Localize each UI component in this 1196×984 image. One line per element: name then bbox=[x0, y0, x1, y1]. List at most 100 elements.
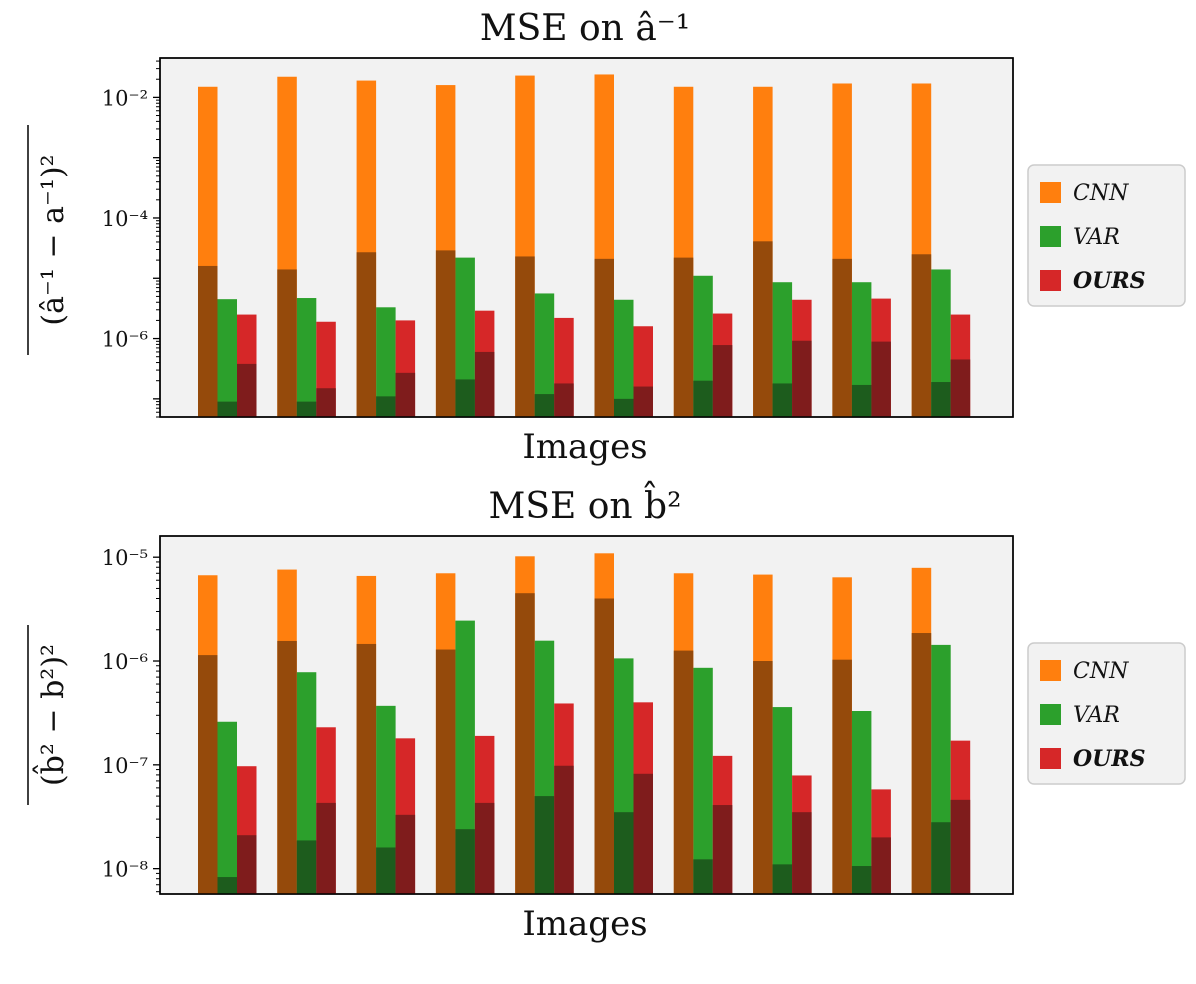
top-bar-overlap-ours-5 bbox=[554, 383, 574, 417]
bottom-bar-overlap-cnn-5 bbox=[515, 593, 535, 894]
bottom-bar-overlap-cnn-1 bbox=[198, 655, 218, 894]
bottom-bar-var-7 bbox=[693, 667, 713, 894]
top-bar-overlap-ours-8 bbox=[792, 340, 812, 417]
top-plot-frame bbox=[159, 57, 1014, 418]
bottom-y-tick-label: 10⁻⁸ bbox=[102, 858, 148, 882]
bottom-bar-overlap-ours-5 bbox=[554, 765, 574, 894]
top-legend-label-cnn: CNN bbox=[1073, 181, 1129, 206]
bottom-y-tick-label: 10⁻⁶ bbox=[102, 650, 148, 674]
bottom-bar-overlap-cnn-2 bbox=[277, 640, 297, 894]
top-bar-var-10 bbox=[931, 269, 951, 417]
top-legend: CNN VAR OURS bbox=[1027, 164, 1186, 307]
bottom-legend-swatch-cnn bbox=[1040, 660, 1061, 681]
bottom-legend-label-cnn: CNN bbox=[1073, 659, 1129, 684]
top-legend-swatch-var bbox=[1040, 226, 1061, 247]
top-bar-overlap-ours-4 bbox=[474, 351, 495, 417]
top-bar-overlap-cnn-8 bbox=[753, 241, 773, 417]
bottom-legend: CNN VAR OURS bbox=[1027, 642, 1186, 785]
bottom-chart-title: MSE on b̂² bbox=[488, 481, 681, 527]
top-bar-overlap-cnn-1 bbox=[198, 265, 218, 417]
bottom-bar-overlap-ours-9 bbox=[871, 837, 891, 894]
bottom-bar-overlap-cnn-8 bbox=[753, 661, 773, 894]
bottom-y-tick-label: 10⁻⁷ bbox=[102, 754, 148, 778]
top-bar-var-8 bbox=[772, 282, 793, 417]
bottom-bars bbox=[198, 553, 971, 894]
top-y-axis-label-group: (â⁻¹ − a⁻¹)² bbox=[27, 125, 71, 355]
bottom-y-tick-label: 10⁻⁵ bbox=[102, 546, 148, 570]
top-bar-overlap-ours-9 bbox=[871, 341, 891, 417]
bottom-bar-overlap-var-5 bbox=[534, 796, 555, 894]
top-bar-var-1 bbox=[217, 299, 237, 417]
bottom-bar-overlap-cnn-6 bbox=[594, 598, 614, 894]
top-y-axis-label: (â⁻¹ − a⁻¹)² bbox=[36, 154, 71, 325]
top-bar-overlap-var-10 bbox=[931, 382, 951, 417]
bottom-legend-swatch-var bbox=[1040, 704, 1061, 725]
bottom-bar-overlap-var-10 bbox=[931, 822, 951, 894]
top-legend-swatch-cnn bbox=[1040, 182, 1061, 203]
bottom-bar-overlap-ours-8 bbox=[792, 812, 812, 894]
top-bar-overlap-ours-2 bbox=[316, 388, 336, 417]
top-bar-overlap-var-2 bbox=[296, 401, 317, 417]
bottom-bar-overlap-cnn-7 bbox=[673, 650, 694, 894]
top-bar-var-9 bbox=[851, 282, 872, 417]
bottom-bar-overlap-var-7 bbox=[693, 859, 713, 894]
top-bar-var-5 bbox=[534, 293, 555, 417]
bottom-plot-frame bbox=[159, 535, 1014, 895]
top-legend-label-var: VAR bbox=[1073, 225, 1120, 250]
top-bar-var-3 bbox=[376, 307, 396, 417]
top-bar-overlap-ours-10 bbox=[950, 359, 971, 417]
top-bar-overlap-cnn-7 bbox=[673, 257, 694, 417]
top-bar-overlap-ours-1 bbox=[237, 363, 257, 417]
top-bar-overlap-var-1 bbox=[217, 401, 237, 417]
top-bar-var-4 bbox=[455, 257, 475, 417]
top-bar-var-6 bbox=[614, 299, 634, 417]
top-bar-overlap-ours-7 bbox=[712, 345, 733, 417]
bottom-bar-var-8 bbox=[772, 707, 793, 894]
top-bar-overlap-cnn-3 bbox=[356, 252, 377, 417]
bottom-legend-label-ours: OURS bbox=[1073, 746, 1146, 772]
top-y-tick-label: 10⁻⁴ bbox=[102, 207, 148, 231]
top-legend-swatch-ours bbox=[1040, 270, 1061, 291]
bottom-legend-box bbox=[1027, 642, 1186, 785]
top-bar-overlap-var-5 bbox=[534, 394, 555, 417]
top-bar-overlap-cnn-10 bbox=[911, 254, 932, 417]
top-bar-overlap-cnn-2 bbox=[277, 269, 297, 417]
bottom-bar-overlap-var-9 bbox=[851, 866, 872, 894]
top-bar-overlap-ours-3 bbox=[395, 372, 416, 417]
bottom-legend-swatch-ours bbox=[1040, 748, 1061, 769]
top-x-axis-label: Images bbox=[522, 427, 647, 467]
top-bar-overlap-var-9 bbox=[851, 384, 872, 417]
top-bar-overlap-cnn-5 bbox=[515, 256, 535, 417]
bottom-y-ticks: 10⁻⁵ 10⁻⁶ 10⁻⁷ 10⁻⁸ bbox=[102, 546, 160, 893]
bottom-y-axis-label-group: (b̂² − b²)² bbox=[27, 625, 71, 805]
top-y-ticks: 10⁻² 10⁻⁴ 10⁻⁶ bbox=[102, 60, 160, 418]
bottom-x-axis-label: Images bbox=[522, 904, 647, 944]
top-bar-var-2 bbox=[296, 298, 317, 417]
top-chart-panel: MSE on â⁻¹ 10⁻² 10⁻⁴ 10⁻⁶ Images (â⁻¹ − a⁻… bbox=[27, 8, 1186, 467]
bottom-bar-overlap-cnn-10 bbox=[911, 633, 932, 894]
top-y-tick-label: 10⁻² bbox=[102, 86, 148, 110]
bottom-bar-overlap-var-3 bbox=[376, 847, 396, 894]
top-bar-overlap-cnn-6 bbox=[594, 258, 614, 417]
top-bar-overlap-var-4 bbox=[455, 379, 475, 417]
bottom-bar-overlap-var-4 bbox=[455, 829, 475, 894]
bottom-chart-panel: MSE on b̂² 10⁻⁵ 10⁻⁶ 10⁻⁷ 10⁻⁸ Images (b̂² … bbox=[27, 481, 1186, 944]
top-y-tick-label: 10⁻⁶ bbox=[102, 328, 148, 352]
top-bar-overlap-ours-6 bbox=[633, 386, 653, 417]
bottom-bar-overlap-var-6 bbox=[614, 812, 634, 894]
bottom-bar-var-3 bbox=[376, 705, 396, 894]
top-chart-title: MSE on â⁻¹ bbox=[480, 8, 690, 49]
bottom-bar-overlap-ours-2 bbox=[316, 802, 336, 894]
bottom-bar-var-4 bbox=[455, 620, 475, 894]
bottom-bar-overlap-cnn-4 bbox=[435, 649, 456, 894]
top-bar-overlap-var-3 bbox=[376, 396, 396, 417]
bottom-bar-overlap-cnn-9 bbox=[832, 659, 852, 894]
top-bar-overlap-var-8 bbox=[772, 383, 793, 417]
bottom-bar-overlap-var-2 bbox=[296, 840, 317, 894]
top-bar-overlap-cnn-4 bbox=[435, 250, 456, 417]
bottom-bar-overlap-ours-10 bbox=[950, 799, 971, 894]
bottom-bar-var-9 bbox=[851, 711, 872, 894]
bottom-bar-overlap-var-1 bbox=[217, 877, 237, 894]
top-legend-label-ours: OURS bbox=[1073, 268, 1146, 294]
bottom-bar-var-1 bbox=[217, 721, 237, 894]
